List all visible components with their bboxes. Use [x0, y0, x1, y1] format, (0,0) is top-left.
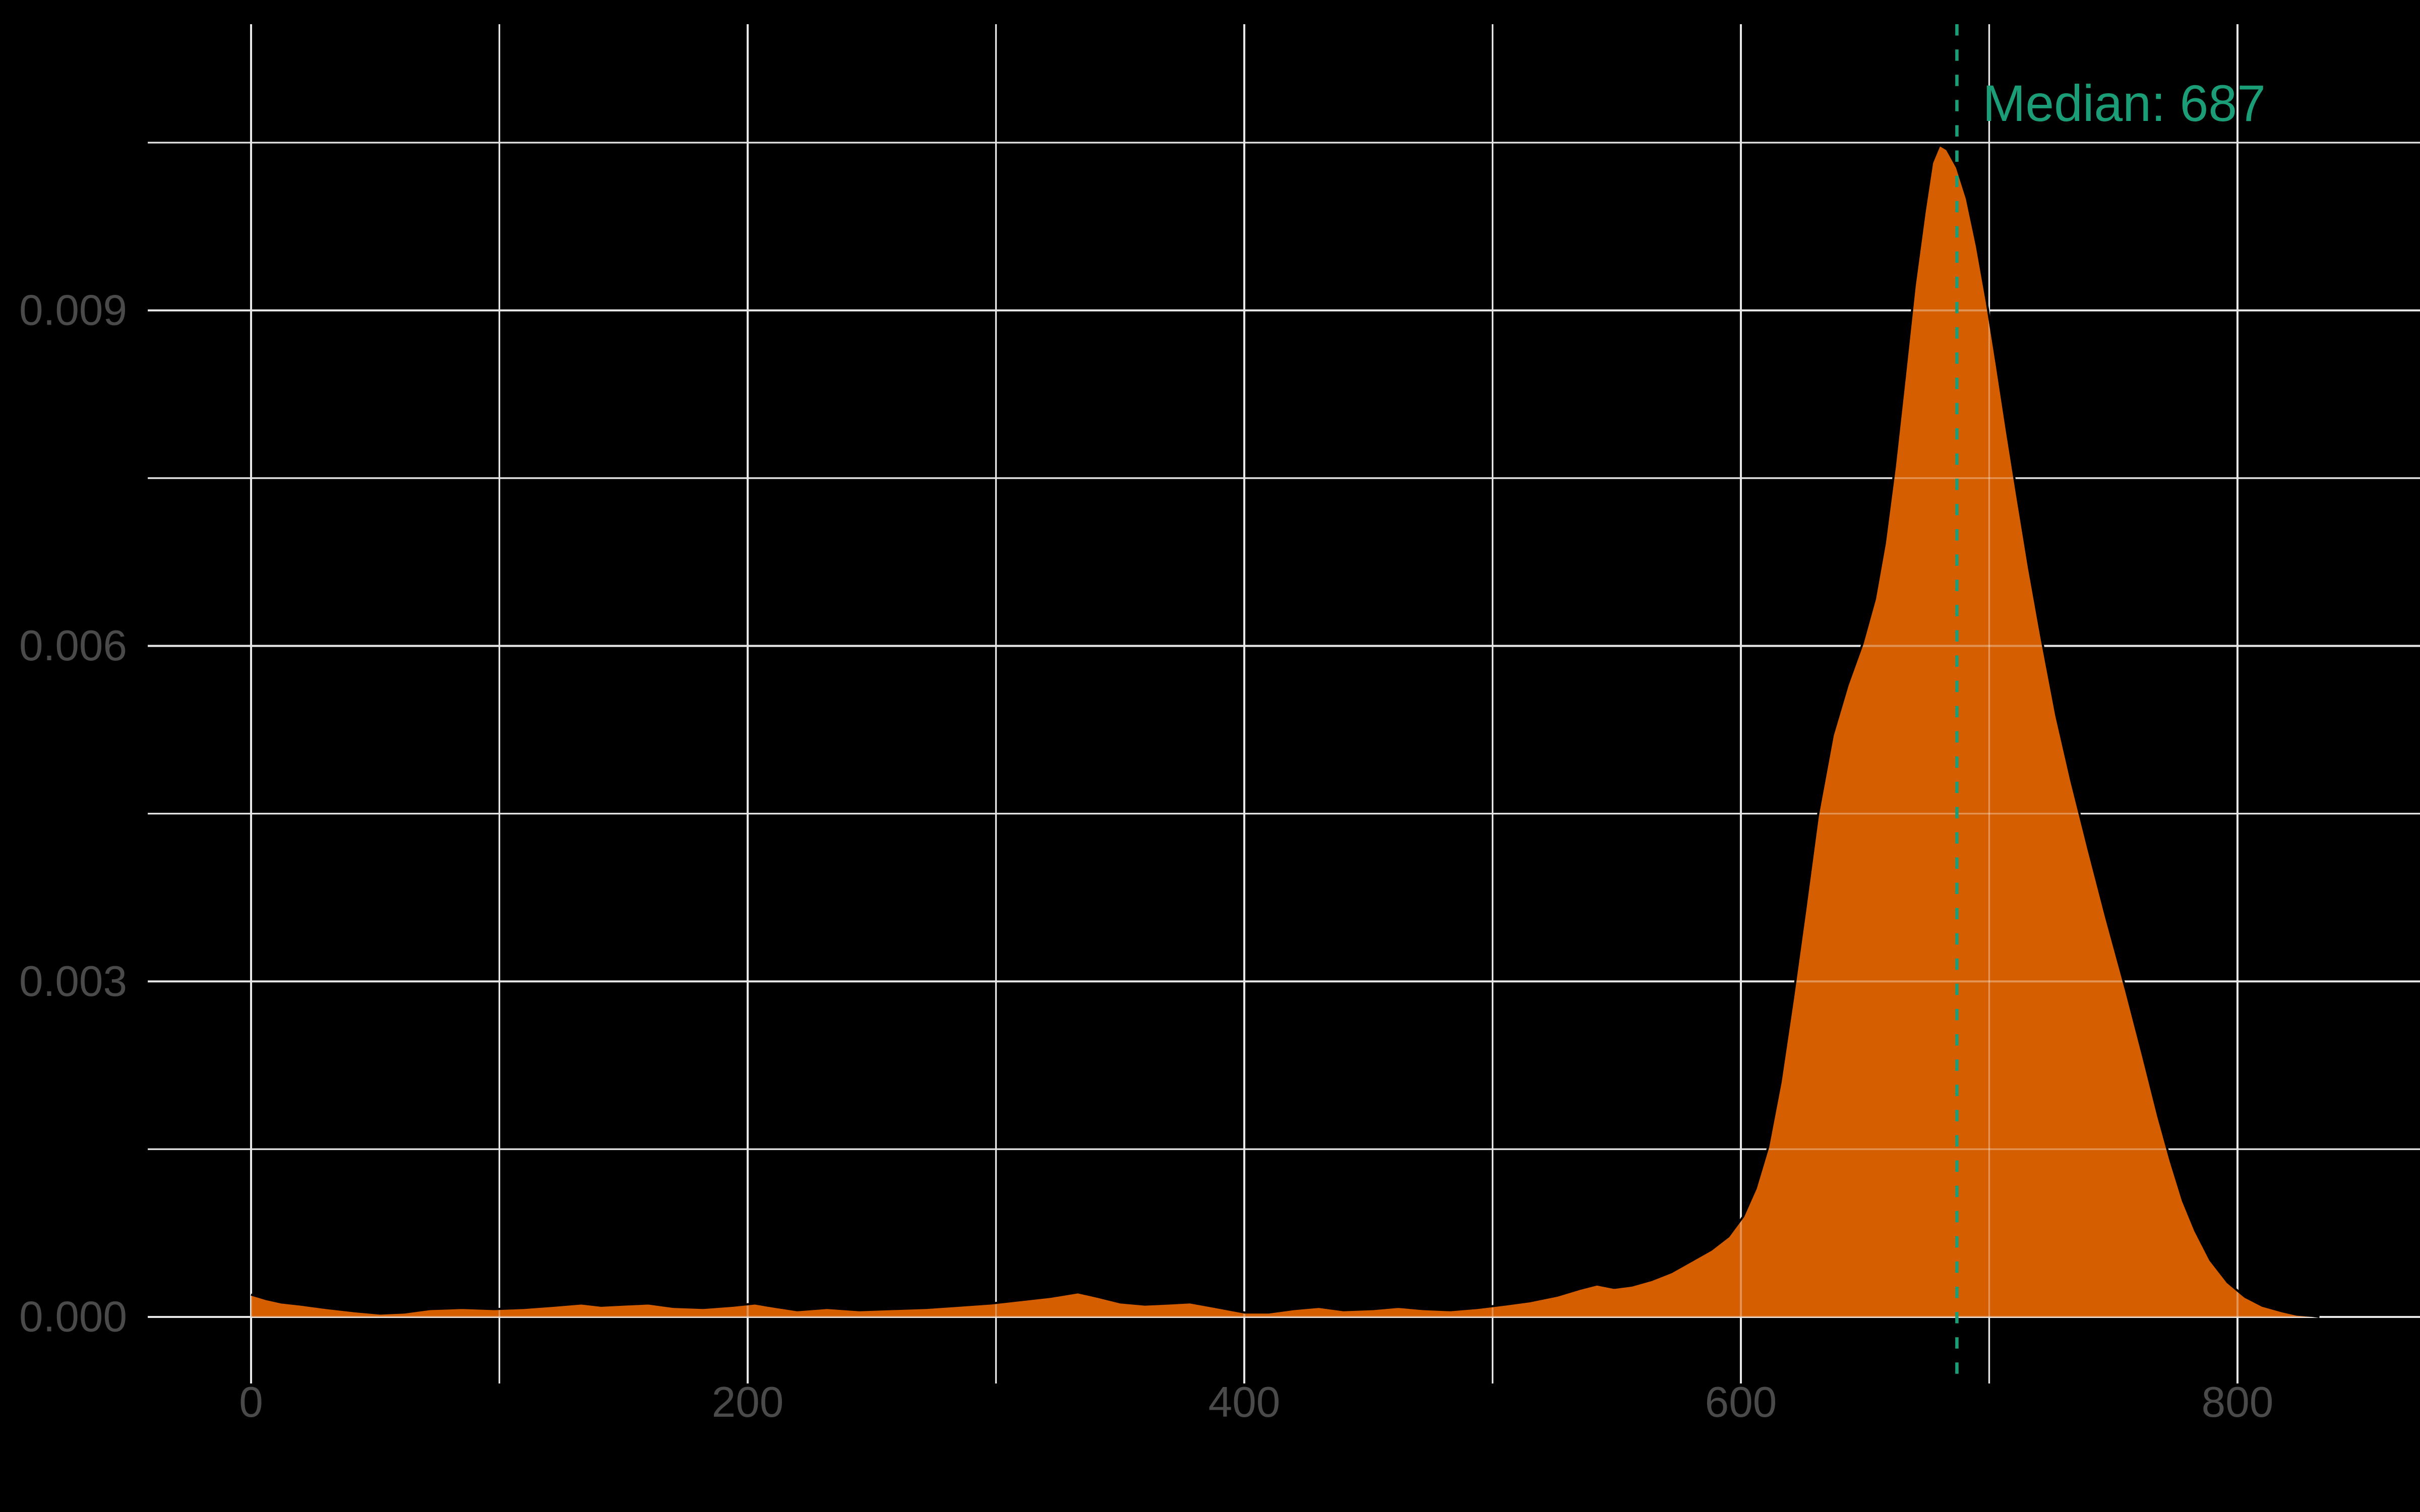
gridlines-layer [148, 24, 2420, 1383]
x-axis-tick-label: 200 [712, 1378, 784, 1426]
median-label: Median: 687 [1982, 75, 2265, 132]
density-curve-outline [251, 144, 2320, 1318]
y-axis-tick-label: 0.000 [19, 1293, 127, 1341]
x-axis-tick-label: 800 [2202, 1378, 2274, 1426]
density-area [251, 145, 2320, 1317]
y-axis-tick-label: 0.003 [19, 958, 127, 1005]
x-axis-tick-label: 0 [239, 1378, 263, 1426]
y-axis-tick-label: 0.009 [19, 286, 127, 334]
y-axis-tick-label: 0.006 [19, 622, 127, 670]
x-axis-tick-label: 600 [1705, 1378, 1777, 1426]
x-axis-tick-label: 400 [1208, 1378, 1281, 1426]
